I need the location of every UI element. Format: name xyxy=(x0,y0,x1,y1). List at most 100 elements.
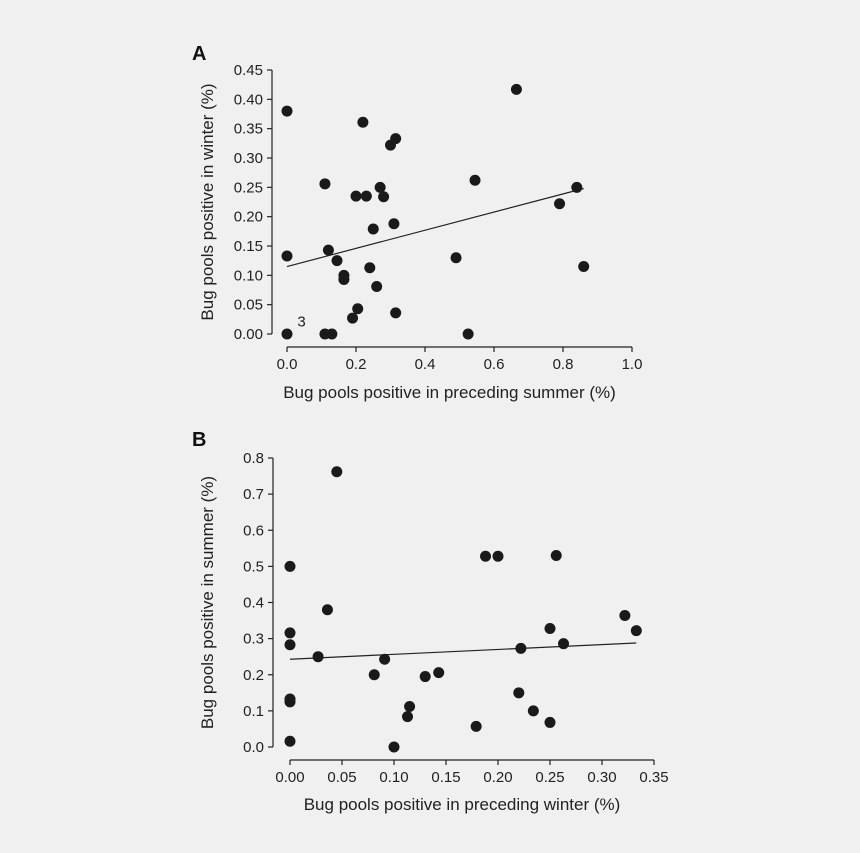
data-point xyxy=(322,244,334,256)
data-point xyxy=(554,198,566,210)
data-point xyxy=(578,261,590,273)
data-point xyxy=(388,218,400,230)
data-point xyxy=(388,741,400,753)
x-tick-label: 0.30 xyxy=(587,769,616,786)
x-tick-label: 0.35 xyxy=(639,769,668,786)
data-point xyxy=(284,735,296,747)
data-point xyxy=(281,328,293,340)
data-point xyxy=(281,250,293,262)
data-point xyxy=(368,669,380,681)
data-point xyxy=(338,273,350,285)
x-tick-label: 0.6 xyxy=(484,356,505,373)
data-point xyxy=(469,174,481,186)
data-point xyxy=(367,223,379,235)
data-point xyxy=(331,466,343,478)
data-point xyxy=(450,252,462,264)
data-point xyxy=(544,716,556,728)
y-tick-label: 0.2 xyxy=(243,667,264,684)
panel-a: A 0.00 0.05 0.10 0.15 0.20 0.25 0.30 0.35 0.40 0.4… xyxy=(192,43,642,402)
data-point xyxy=(319,178,331,190)
data-point xyxy=(527,705,539,717)
x-tick-label: 0.15 xyxy=(431,769,460,786)
data-point xyxy=(390,307,402,319)
data-point xyxy=(550,550,562,562)
x-tick-label: 0.00 xyxy=(275,769,304,786)
x-tick-label: 0.2 xyxy=(346,356,367,373)
y-tick-label: 0.45 xyxy=(234,62,263,79)
data-point xyxy=(357,116,369,128)
data-point xyxy=(321,604,333,616)
data-point xyxy=(630,625,642,637)
x-axis-title: Bug pools positive in preceding summer (… xyxy=(283,383,616,402)
x-tick-label: 0.20 xyxy=(483,769,512,786)
data-point xyxy=(284,696,296,708)
panel-label: A xyxy=(192,43,206,65)
data-point xyxy=(510,83,522,95)
x-tick-label: 1.0 xyxy=(622,356,643,373)
x-tick-label: 0.25 xyxy=(535,769,564,786)
data-point xyxy=(374,181,386,193)
y-tick-label: 0.15 xyxy=(234,238,263,255)
data-point xyxy=(404,701,416,713)
y-tick-label: 0.8 xyxy=(243,450,264,467)
data-point xyxy=(433,667,445,679)
data-point xyxy=(284,639,296,651)
data-point xyxy=(347,312,359,324)
data-point xyxy=(571,181,583,193)
data-point xyxy=(419,671,431,683)
y-tick-label: 0.6 xyxy=(243,522,264,539)
x-tick-label: 0.05 xyxy=(327,769,356,786)
fit-line xyxy=(286,187,584,268)
y-tick-label: 0.5 xyxy=(243,558,264,575)
fit-line xyxy=(289,642,637,660)
y-axis-title: Bug pools positive in winter (%) xyxy=(198,83,217,320)
data-point xyxy=(352,303,364,315)
data-point xyxy=(281,105,293,117)
data-point xyxy=(544,623,556,635)
data-point xyxy=(326,328,338,340)
data-point xyxy=(390,133,402,145)
data-point xyxy=(470,720,482,732)
data-point xyxy=(284,560,296,572)
data-point xyxy=(515,642,527,654)
y-tick-label: 0.05 xyxy=(234,297,263,314)
y-tick-label: 0.35 xyxy=(234,121,263,138)
data-point xyxy=(402,711,414,723)
x-tick-label: 0.4 xyxy=(415,356,436,373)
data-point xyxy=(558,638,570,650)
data-point xyxy=(371,280,383,292)
data-point xyxy=(492,550,504,562)
x-tick-label: 0.0 xyxy=(277,356,298,373)
x-tick-label: 0.8 xyxy=(553,356,574,373)
data-point xyxy=(379,653,391,665)
data-point xyxy=(480,550,492,562)
x-axis-title: Bug pools positive in preceding winter (… xyxy=(304,795,621,814)
y-tick-label: 0.1 xyxy=(243,703,264,720)
y-tick-label: 0.30 xyxy=(234,150,263,167)
data-point xyxy=(312,651,324,663)
data-point xyxy=(331,255,343,267)
y-tick-label: 0.4 xyxy=(243,595,264,612)
y-tick-label: 0.20 xyxy=(234,209,263,226)
y-tick-label: 0.40 xyxy=(234,91,263,108)
y-tick-label: 0.7 xyxy=(243,486,264,503)
data-point xyxy=(364,262,376,274)
annotation: 3 xyxy=(297,313,305,330)
y-tick-label: 0.25 xyxy=(234,179,263,196)
data-point xyxy=(378,191,390,203)
data-point xyxy=(462,328,474,340)
data-point xyxy=(513,687,525,699)
x-tick-label: 0.10 xyxy=(379,769,408,786)
y-tick-label: 0.0 xyxy=(243,739,264,756)
data-point xyxy=(619,610,631,622)
data-point xyxy=(360,190,372,202)
panel-label: B xyxy=(192,429,206,451)
y-tick-label: 0.3 xyxy=(243,631,264,648)
y-axis-title: Bug pools positive in summer (%) xyxy=(198,476,217,729)
data-point xyxy=(350,190,362,202)
y-tick-label: 0.10 xyxy=(234,267,263,284)
y-tick-label: 0.00 xyxy=(234,326,263,343)
data-point xyxy=(284,627,296,639)
panel-b: B 0.0 0.1 0.2 0.3 0.4 0.5 0.6 0.7 0.8 0.00 0.05 0.10… xyxy=(192,429,669,814)
